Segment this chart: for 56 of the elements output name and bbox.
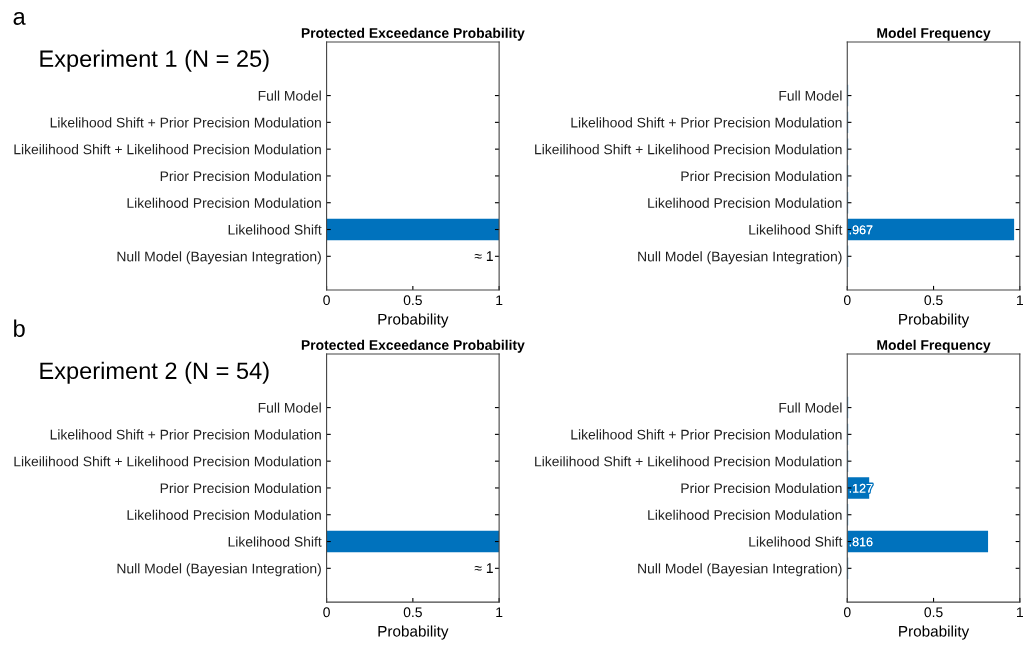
y-tick-label: Likeilihood Shift + Likelihood Precision Modulation <box>14 144 321 155</box>
y-tick-label: Likelihood Precision Modulation <box>648 509 842 520</box>
annotation: ≈ 1 <box>474 563 493 573</box>
x-axis-title: Probability <box>899 313 970 328</box>
x-tick-label: 0.5 <box>924 607 943 618</box>
y-tick-label: Likelihood Precision Modulation <box>127 509 321 520</box>
x-axis-title: Probability <box>378 313 449 328</box>
x-tick-label: 1 <box>496 607 503 617</box>
y-tick-label: Likeilihood Shift + Likelihood Precision Modulation <box>535 456 842 467</box>
y-tick-label: Full Model <box>258 402 321 413</box>
x-tick-label: 0.5 <box>403 607 422 618</box>
chart-title: Protected Exceedance Probability <box>301 27 525 41</box>
data-label: .967 <box>849 225 873 235</box>
y-tick-label: Full Model <box>779 402 842 413</box>
x-tick-label: 0 <box>323 607 330 618</box>
y-tick-label: Likelihood Shift + Prior Precision Modulation <box>571 117 842 128</box>
chart-title: Model Frequency <box>877 339 991 353</box>
y-tick-label: Likelihood Shift <box>749 224 843 235</box>
x-tick-label: 1 <box>1017 295 1023 305</box>
annotation: ≈ 1 <box>474 251 493 261</box>
y-tick-label: Likelihood Shift + Prior Precision Modulation <box>50 117 321 128</box>
y-tick-label: Likelihood Shift + Prior Precision Modulation <box>571 429 842 440</box>
y-tick-label: Null Model (Bayesian Integration) <box>638 251 842 265</box>
y-tick-label: Null Model (Bayesian Integration) <box>638 563 842 577</box>
y-tick-label: Likeilihood Shift + Likelihood Precision Modulation <box>14 456 321 467</box>
text: b <box>14 319 25 337</box>
x-tick-label: 1 <box>1017 607 1023 617</box>
x-tick-label: 1 <box>496 295 503 305</box>
text: Experiment 2 (N = 54) <box>40 361 269 384</box>
y-tick-label: Full Model <box>258 90 321 101</box>
y-tick-label: Likelihood Shift <box>749 536 843 547</box>
x-axis-title: Probability <box>899 625 970 640</box>
y-tick-label: Likelihood Shift + Prior Precision Modulation <box>50 429 321 440</box>
x-tick-label: 0 <box>323 295 330 306</box>
x-axis-title: Probability <box>378 625 449 640</box>
chart-title: Model Frequency <box>877 27 991 41</box>
text: a <box>13 11 26 25</box>
y-tick-label: Prior Precision Modulation <box>681 170 842 182</box>
x-tick-label: 0.5 <box>403 295 422 306</box>
text: Experiment 1 (N = 25) <box>40 49 269 72</box>
y-tick-label: Prior Precision Modulation <box>160 170 321 182</box>
x-tick-label: 0 <box>843 607 851 618</box>
y-tick-label: Likelihood Precision Modulation <box>648 197 842 208</box>
y-tick-label: Likelihood Precision Modulation <box>127 197 321 208</box>
y-tick-label: Prior Precision Modulation <box>160 482 321 494</box>
y-tick-label: Full Model <box>779 90 842 101</box>
data-label: .816 <box>849 537 873 547</box>
y-tick-label: Null Model (Bayesian Integration) <box>117 563 321 577</box>
y-tick-label: Likelihood Shift <box>228 224 322 235</box>
y-tick-label: Prior Precision Modulation <box>681 482 842 494</box>
y-tick-label: Null Model (Bayesian Integration) <box>117 251 321 265</box>
y-tick-label: Likelihood Shift <box>228 536 322 547</box>
x-tick-label: 0 <box>843 295 851 306</box>
x-tick-label: 0.5 <box>924 295 943 306</box>
y-tick-label: Likeilihood Shift + Likelihood Precision Modulation <box>535 144 842 155</box>
chart-title: Protected Exceedance Probability <box>301 339 525 353</box>
